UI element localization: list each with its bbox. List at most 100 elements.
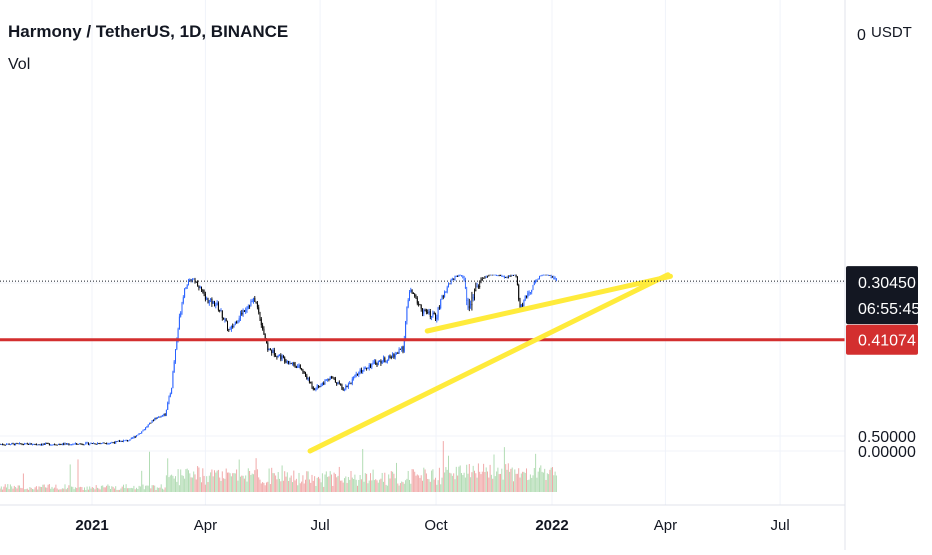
candle-body [367,368,369,370]
volume-bar [388,474,390,492]
candle-body [280,354,282,360]
volume-bar [238,459,240,492]
volume-bar [104,487,106,492]
candle-body [373,361,375,363]
candle-body [392,354,394,358]
candle-body [247,306,249,309]
volume-bar [80,486,82,492]
candle-body [72,444,74,446]
volume-bar [100,485,102,492]
time-tick-label: Oct [424,517,448,534]
candle-body [215,305,217,307]
candle-body [359,369,361,373]
volume-bar [394,478,396,492]
candle-body [220,310,222,312]
candle-body [245,309,247,312]
volume-bar [418,475,420,492]
volume-bar [151,485,153,492]
candle-body [510,276,512,277]
volume-bar [441,477,443,492]
volume-label[interactable]: Vol [8,56,31,73]
volume-bar [143,489,145,492]
candle-body [34,443,36,445]
volume-bar [368,480,370,492]
volume-bar [399,483,401,492]
volume-bar [6,487,7,492]
candle-body [46,443,48,444]
candle-body [533,281,535,286]
candle-body [377,361,379,366]
volume-bar [358,479,360,492]
volume-bar [470,477,472,492]
candle-body [342,388,344,390]
candle-body [375,361,377,365]
volume-bar [275,475,277,492]
candle-body [37,444,39,446]
candle-body [281,355,283,360]
volume-bar [337,475,339,492]
candle-body [416,298,418,304]
candle-body [216,302,218,306]
candle-body [233,324,235,328]
volume-bar [377,482,379,492]
volume-bar [220,480,222,492]
volume-bar [321,473,323,492]
candle-body [74,443,76,444]
candle-body [310,382,312,384]
volume-bar [546,473,548,492]
candle-body [333,377,335,379]
candle-body [168,396,170,403]
last-price-badge: 0.30450 06:55:45 [846,266,920,325]
volume-bar [224,478,226,492]
currency-label: USDT [871,24,912,41]
volume-bar [510,468,512,492]
candle-body [279,354,280,356]
volume-bar [216,470,218,492]
symbol-title[interactable]: Harmony / TetherUS, 1D, BINANCE [8,22,289,41]
volume-bar [176,481,178,492]
candle-body [380,361,382,364]
volume-bar [312,480,314,492]
volume-bar [72,486,74,492]
volume-bar [168,477,170,492]
candle-body [306,375,308,380]
volume-bar [373,480,375,492]
candle-body [189,279,191,281]
volume-bar [67,487,69,492]
volume-bar [212,476,214,492]
volume-bar [24,489,26,492]
candle-body [282,355,284,358]
candle-body [450,280,452,284]
volume-bar [98,488,100,492]
volume-bar [150,488,152,492]
volume-bar [501,468,503,492]
candle-body [211,298,213,304]
candle-body [198,285,200,289]
candle-body [347,383,349,388]
candle-body [498,275,500,277]
volume-bar [357,485,358,492]
volume-bar [85,489,87,492]
volume-bar [506,469,508,492]
candle-body [99,443,101,445]
volume-bar [324,474,326,492]
volume-bar [19,485,20,492]
candle-body [419,304,421,306]
volume-bar [319,478,321,492]
candle-body [132,437,134,439]
candle-body [370,365,371,368]
volume-bar [409,479,410,492]
candle-body [360,369,362,373]
volume-bar [531,477,533,492]
candle-body [4,444,6,446]
volume-bar [453,473,455,492]
candle-body [461,275,462,277]
candle-body [344,389,345,391]
volume-bar [476,477,478,492]
volume-bar [107,484,109,492]
candle-body [298,365,300,367]
candle-body [376,364,378,366]
volume-bar [141,470,143,492]
candle-body [351,378,353,384]
